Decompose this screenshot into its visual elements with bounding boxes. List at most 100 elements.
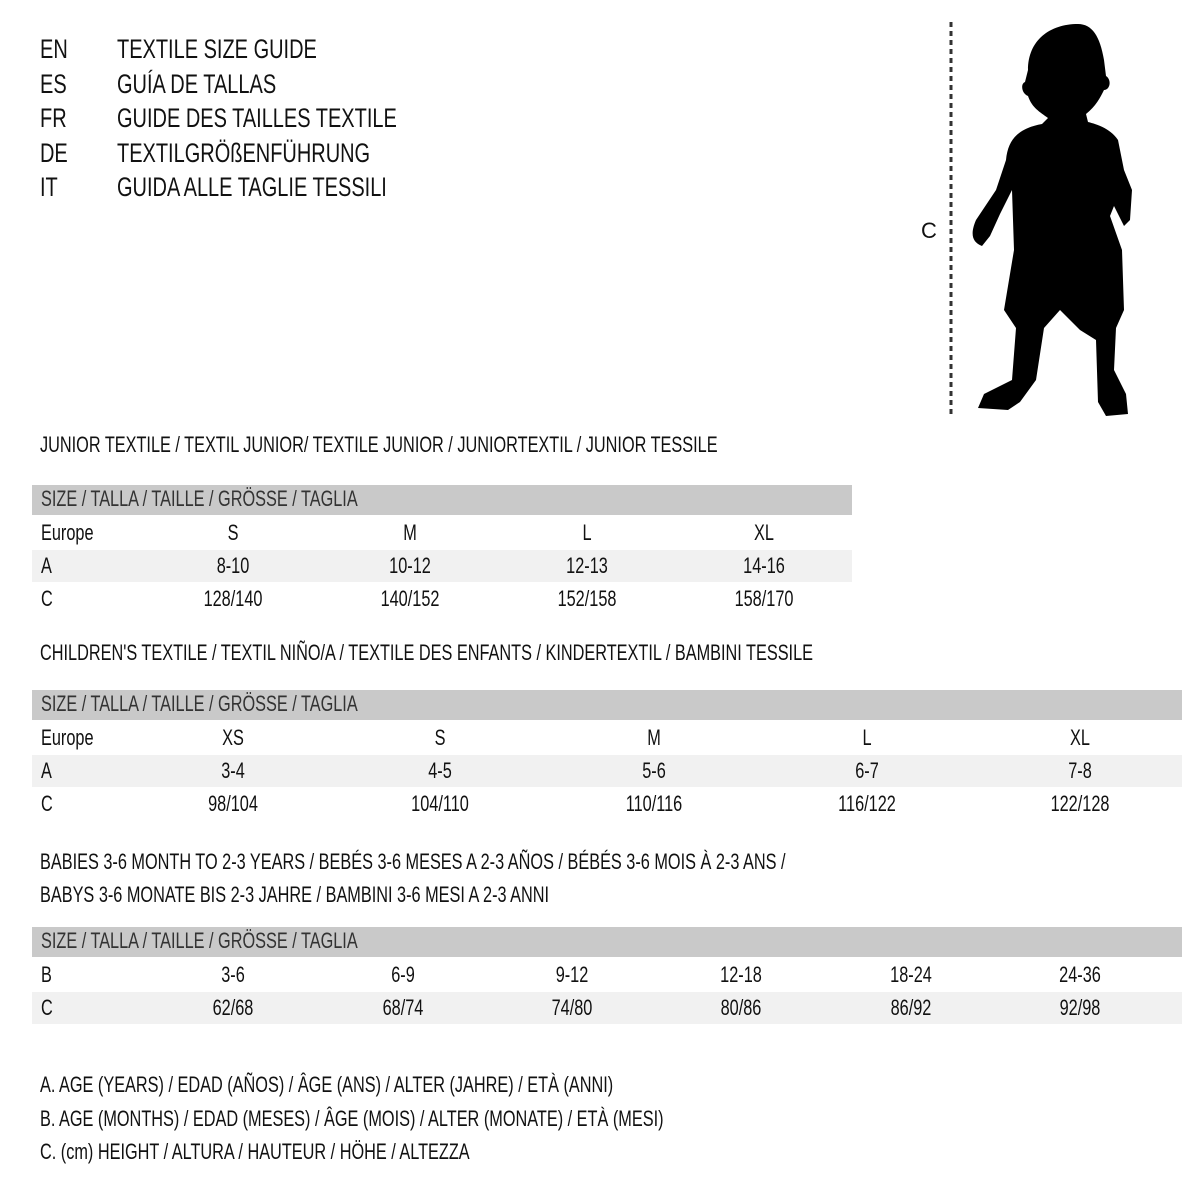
row-label-text: C: [41, 995, 53, 1020]
table-cell-value: 128/140: [203, 586, 263, 611]
table-cell-value: 12-18: [720, 962, 762, 987]
table-cell-value: 3-6: [221, 962, 245, 987]
row-label: Europe: [41, 722, 112, 754]
row-label-text: A: [41, 758, 52, 783]
row-label: C: [41, 788, 57, 820]
row-label-text: B: [41, 962, 52, 987]
table-cell-value: 7-8: [1068, 758, 1092, 783]
size-header: SIZE / TALLA / TAILLE / GRÖSSE / TAGLIA: [41, 485, 469, 515]
size-header-text: SIZE / TALLA / TAILLE / GRÖSSE / TAGLIA: [41, 691, 358, 716]
table-cell-value: 6-9: [391, 962, 415, 987]
legend-line: A. AGE (YEARS) / EDAD (AÑOS) / ÂGE (ANS)…: [40, 1072, 815, 1098]
table-cell-value: 68/74: [382, 995, 424, 1020]
table-header-row: SIZE / TALLA / TAILLE / GRÖSSE / TAGLIA: [32, 927, 1182, 957]
table-cell-value: 86/92: [890, 995, 932, 1020]
language-code: DE: [40, 138, 78, 169]
table-header-row: SIZE / TALLA / TAILLE / GRÖSSE / TAGLIA: [32, 690, 1182, 720]
table-cell-value: 14-16: [743, 553, 785, 578]
table-row: A 3-4 4-5 5-6 6-7 7-8: [32, 755, 1182, 787]
table-cell-value: 10-12: [389, 553, 431, 578]
table-cell-value: 5-6: [642, 758, 666, 783]
title-text: GUÍA DE TALLAS: [117, 69, 332, 100]
row-label-text: Europe: [41, 725, 94, 750]
language-code-text: IT: [40, 172, 58, 202]
table-cell-value: 122/128: [1050, 791, 1110, 816]
section-heading: JUNIOR TEXTILE / TEXTIL JUNIOR/ TEXTILE …: [40, 432, 956, 458]
language-code: IT: [40, 172, 64, 203]
row-label: A: [41, 755, 56, 787]
section-heading: BABIES 3-6 MONTH TO 2-3 YEARS / BEBÉS 3-…: [40, 849, 1048, 875]
table-cell-value: 158/170: [734, 586, 794, 611]
row-label-text: C: [41, 791, 53, 816]
table-row: Europe XS S M L XL: [32, 722, 1182, 754]
table-cell-value: XS: [222, 725, 244, 750]
table-cell-value: 18-24: [890, 962, 932, 987]
table-cell-value: 6-7: [855, 758, 879, 783]
table-header-row: SIZE / TALLA / TAILLE / GRÖSSE / TAGLIA: [32, 485, 852, 515]
row-label: A: [41, 550, 56, 582]
title-text-value: GUIDA ALLE TAGLIE TESSILI: [117, 172, 387, 202]
table-cell-value: 80/86: [720, 995, 762, 1020]
table-cell-value: 92/98: [1059, 995, 1101, 1020]
title-text-value: GUÍA DE TALLAS: [117, 68, 277, 99]
legend-text: B. AGE (MONTHS) / EDAD (MESES) / ÂGE (MO…: [40, 1105, 664, 1131]
table-cell-value: 152/158: [557, 586, 617, 611]
table-cell-value: 62/68: [212, 995, 254, 1020]
size-table: SIZE / TALLA / TAILLE / GRÖSSE / TAGLIA E…: [32, 485, 852, 614]
child-silhouette-icon: [949, 22, 1132, 416]
row-label: B: [41, 959, 56, 991]
table-cell-value: S: [434, 725, 446, 750]
row-label-text: Europe: [41, 520, 94, 545]
table-row: C 98/104 104/110 110/116 116/122 122/128: [32, 788, 1182, 820]
table-row: B 3-6 6-9 9-12 12-18 18-24 24-36: [32, 959, 1182, 991]
table-cell-value: 24-36: [1059, 962, 1101, 987]
section-heading: CHILDREN'S TEXTILE / TEXTIL NIÑO/A / TEX…: [40, 640, 1085, 666]
table-row: C 128/140 140/152 152/158 158/170: [32, 583, 852, 615]
table-row: Europe S M L XL: [32, 517, 852, 549]
table-cell-value: 3-4: [221, 758, 245, 783]
language-code-text: ES: [40, 68, 67, 99]
table-cell-value: 8-10: [216, 553, 250, 578]
row-label-text: C: [41, 586, 53, 611]
title-text: GUIDA ALLE TAGLIE TESSILI: [117, 172, 482, 203]
table-cell-value: 74/80: [551, 995, 593, 1020]
row-label: C: [41, 583, 57, 615]
size-header-text: SIZE / TALLA / TAILLE / GRÖSSE / TAGLIA: [41, 486, 358, 511]
legend-line: B. AGE (MONTHS) / EDAD (MESES) / ÂGE (MO…: [40, 1106, 883, 1132]
table-cell-value: 140/152: [380, 586, 440, 611]
size-header: SIZE / TALLA / TAILLE / GRÖSSE / TAGLIA: [41, 927, 469, 957]
table-cell-value: 4-5: [428, 758, 452, 783]
size-header-text: SIZE / TALLA / TAILLE / GRÖSSE / TAGLIA: [41, 928, 358, 953]
table-cell-value: 12-13: [566, 553, 608, 578]
table-cell-value: 98/104: [208, 791, 258, 816]
table-cell-value: M: [647, 725, 661, 750]
table-cell-value: 9-12: [555, 962, 589, 987]
title-text-value: TEXTILE SIZE GUIDE: [117, 34, 317, 64]
table-cell-value: 116/122: [838, 791, 896, 816]
legend-text: A. AGE (YEARS) / EDAD (AÑOS) / ÂGE (ANS)…: [40, 1072, 614, 1097]
table-cell-value: XL: [754, 520, 774, 545]
table-cell-value: 110/116: [625, 791, 683, 816]
section-heading-text: JUNIOR TEXTILE / TEXTIL JUNIOR/ TEXTILE …: [40, 432, 718, 457]
table-cell-value: S: [227, 520, 239, 545]
language-code-text: FR: [40, 103, 67, 133]
row-label: Europe: [41, 517, 112, 549]
table-row: A 8-10 10-12 12-13 14-16: [32, 550, 852, 582]
language-code: EN: [40, 34, 78, 65]
section-heading: BABYS 3-6 MONATE BIS 2-3 JAHRE / BAMBINI…: [40, 882, 728, 908]
table-cell-value: 104/110: [411, 791, 469, 816]
title-text: GUIDE DES TAILLES TEXTILE: [117, 103, 495, 134]
table-cell-value: M: [403, 520, 417, 545]
title-text-value: TEXTILGRÖßENFÜHRUNG: [117, 137, 371, 168]
section-heading-text: CHILDREN'S TEXTILE / TEXTIL NIÑO/A / TEX…: [40, 640, 813, 665]
table-cell-value: XL: [1070, 725, 1090, 750]
language-code-text: EN: [40, 34, 68, 64]
row-label: C: [41, 992, 57, 1024]
language-code-text: DE: [40, 137, 68, 168]
title-text: TEXTILE SIZE GUIDE: [117, 34, 387, 65]
legend-line: C. (cm) HEIGHT / ALTURA / HAUTEUR / HÖHE…: [40, 1139, 621, 1165]
section-heading-text: BABYS 3-6 MONATE BIS 2-3 JAHRE / BAMBINI…: [40, 882, 550, 907]
table-cell-value: L: [582, 520, 592, 545]
size-table: SIZE / TALLA / TAILLE / GRÖSSE / TAGLIA B…: [32, 927, 1182, 1024]
legend-text: C. (cm) HEIGHT / ALTURA / HAUTEUR / HÖHE…: [40, 1139, 470, 1164]
